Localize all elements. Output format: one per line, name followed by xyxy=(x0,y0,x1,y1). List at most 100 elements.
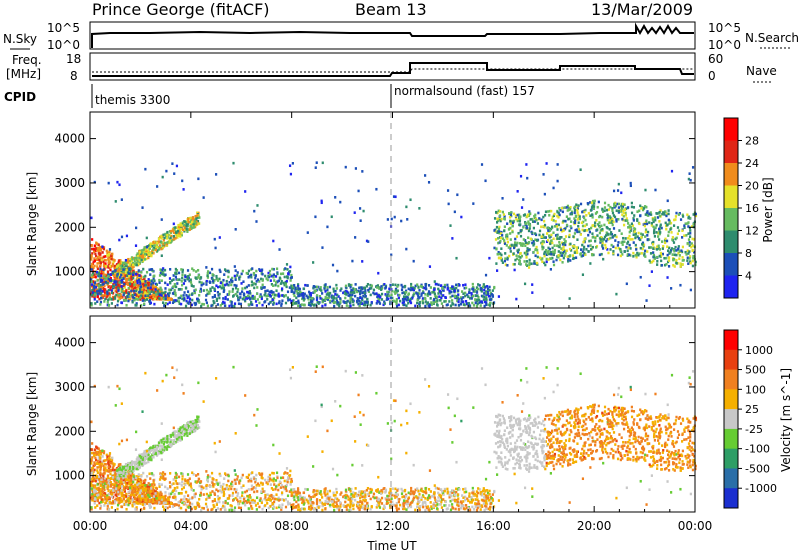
power-echo-cell xyxy=(320,289,322,292)
power-echo-cell xyxy=(295,297,297,300)
power-echo-cell xyxy=(673,248,675,251)
power-echo-cell xyxy=(587,250,589,253)
power-echo-cell xyxy=(598,216,600,219)
power-echo-cell xyxy=(297,295,299,298)
power-echo-cell xyxy=(661,264,663,267)
power-echo-cell xyxy=(169,239,171,242)
power-echo-cell xyxy=(450,305,452,308)
power-echo-cell xyxy=(118,239,120,242)
power-echo-cell xyxy=(313,304,315,307)
power-echo-cell xyxy=(629,238,631,241)
power-echo-cell xyxy=(658,238,660,241)
power-echo-cell xyxy=(576,249,578,252)
power-echo-cell xyxy=(570,225,572,228)
power-echo-cell xyxy=(599,254,601,257)
power-echo-cell xyxy=(567,218,569,221)
power-echo-cell xyxy=(560,236,562,239)
power-echo-cell xyxy=(321,292,323,295)
power-echo-cell xyxy=(113,281,115,284)
power-echo-cell xyxy=(91,274,93,277)
power-echo-cell xyxy=(582,273,584,276)
power-echo-cell xyxy=(583,217,585,220)
power-echo-cell xyxy=(692,166,694,169)
power-echo-cell xyxy=(122,294,124,297)
power-echo-cell xyxy=(257,298,259,301)
power-echo-cell xyxy=(304,293,306,296)
power-echo-cell xyxy=(285,302,287,305)
power-echo-cell xyxy=(625,237,627,240)
power-echo-cell xyxy=(154,288,156,291)
power-echo-cell xyxy=(640,207,642,210)
power-echo-cell xyxy=(186,228,188,231)
power-echo-cell xyxy=(111,253,113,256)
power-echo-cell xyxy=(669,228,671,231)
power-echo-cell xyxy=(286,263,288,266)
power-echo-cell xyxy=(139,251,141,254)
colorbar-swatch xyxy=(724,253,738,276)
power-echo-cell xyxy=(613,204,615,207)
power-echo-cell xyxy=(262,279,264,282)
power-echo-cell xyxy=(126,282,128,285)
power-echo-cell xyxy=(488,295,490,298)
velocity-echo-cell xyxy=(96,462,98,465)
power-echo-cell xyxy=(672,264,674,267)
power-echo-cell xyxy=(552,187,554,190)
power-echo-cell xyxy=(401,288,403,291)
power-echo-cell xyxy=(604,206,606,209)
power-echo-cell xyxy=(584,219,586,222)
power-echo-cell xyxy=(450,291,452,294)
power-echo-cell xyxy=(548,214,550,217)
nsky-left-tick-top: 10^5 xyxy=(47,21,80,35)
power-echo-cell xyxy=(457,296,459,299)
power-echo-cell xyxy=(280,273,282,276)
power-echo-cell xyxy=(253,287,255,290)
power-echo-cell xyxy=(178,297,180,300)
power-echo-cell xyxy=(275,275,277,278)
power-echo-cell xyxy=(626,219,628,222)
power-echo-cell xyxy=(545,210,547,213)
power-echo-cell xyxy=(277,285,279,288)
power-echo-cell xyxy=(210,304,212,307)
power-echo-cell xyxy=(178,288,180,291)
power-echo-cell xyxy=(585,214,587,217)
power-echo-cell xyxy=(599,232,601,235)
power-echo-cell xyxy=(519,217,521,220)
power-echo-cell xyxy=(259,269,261,272)
power-echo-cell xyxy=(107,298,109,301)
power-echo-cell xyxy=(504,225,506,228)
power-echo-cell xyxy=(631,202,633,205)
power-echo-cell xyxy=(667,199,669,202)
power-echo-cell xyxy=(223,287,225,290)
freq-label-line1: Freq. xyxy=(12,53,42,67)
power-echo-cell xyxy=(601,216,603,219)
power-echo-cell xyxy=(110,258,112,261)
colorbar-swatch xyxy=(724,186,738,209)
power-echo-cell xyxy=(339,297,341,300)
power-echo-cell xyxy=(156,242,158,245)
power-echo-cell xyxy=(504,252,506,255)
power-echo-cell xyxy=(498,257,500,260)
power-echo-cell xyxy=(165,302,167,305)
power-echo-cell xyxy=(514,269,516,272)
power-echo-cell xyxy=(281,294,283,297)
power-echo-cell xyxy=(629,231,631,234)
power-echo-cell xyxy=(172,301,174,304)
velocity-echo-cell xyxy=(103,452,105,455)
power-echo-cell xyxy=(96,242,98,245)
power-echo-cell xyxy=(134,287,136,290)
power-echo-cell xyxy=(603,224,605,227)
power-echo-cell xyxy=(509,216,511,219)
power-echo-cell xyxy=(481,300,483,303)
power-echo-cell xyxy=(281,299,283,302)
power-echo-cell xyxy=(648,284,650,287)
power-echo-cell xyxy=(606,226,608,229)
power-echo-cell xyxy=(333,305,335,308)
power-echo-cell xyxy=(172,278,174,281)
power-echo-cell xyxy=(608,208,610,211)
velocity-echo-cell xyxy=(93,461,95,464)
power-echo-cell xyxy=(506,233,508,236)
power-echo-cell xyxy=(282,282,284,285)
power-echo-cell xyxy=(454,211,456,214)
power-echo-cell xyxy=(276,273,278,276)
power-echo-cell xyxy=(606,209,608,212)
